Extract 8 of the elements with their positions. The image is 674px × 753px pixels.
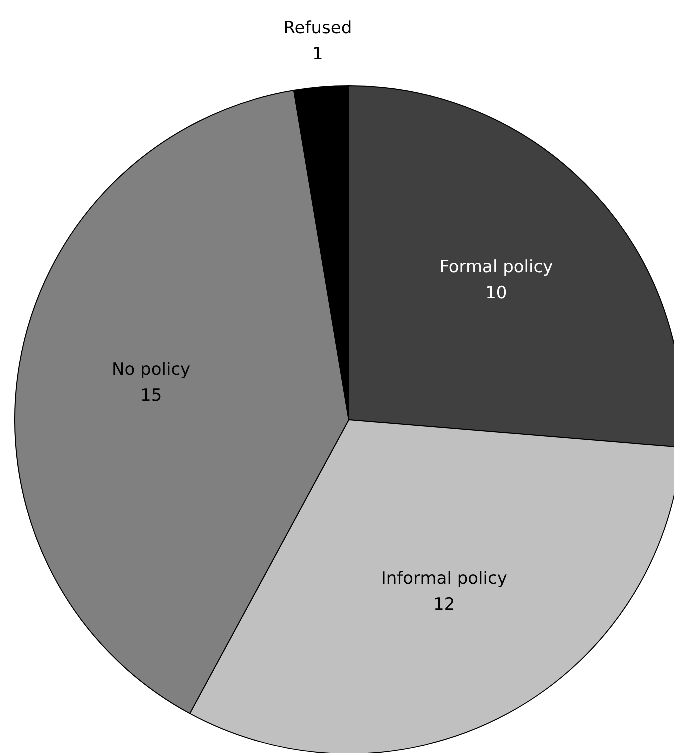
- slice-label: Refused: [284, 18, 352, 38]
- slice-label: No policy: [112, 360, 191, 380]
- slice-label: Informal policy: [381, 569, 508, 590]
- data-label: 1: [312, 44, 324, 64]
- slice-label: Formal policy: [440, 257, 554, 278]
- data-label: 12: [434, 595, 456, 616]
- data-label: 15: [140, 386, 162, 406]
- data-label: 10: [486, 283, 508, 304]
